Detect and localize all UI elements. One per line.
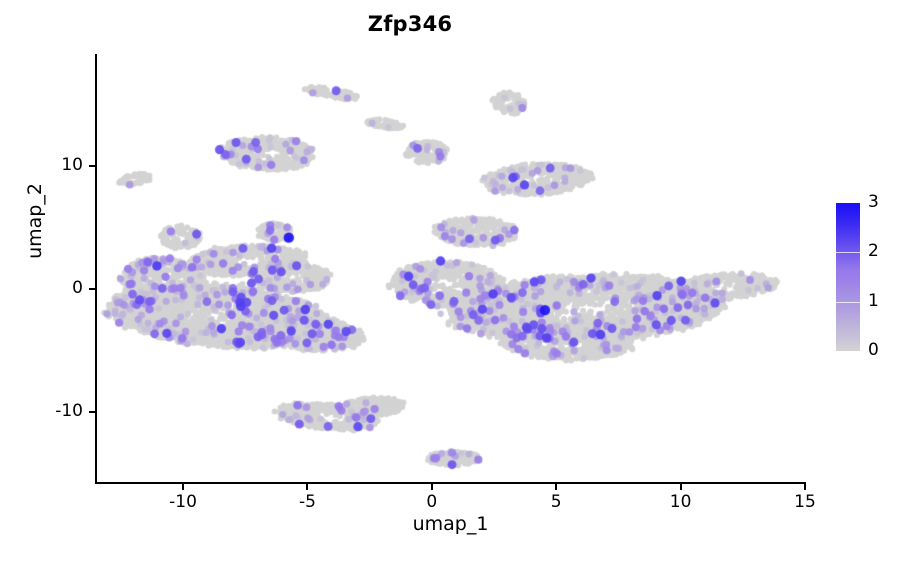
x-tick-mark: [679, 484, 682, 490]
x-axis-label: umap_1: [412, 513, 489, 535]
x-tick-mark: [306, 484, 309, 490]
colorbar-tick-label: 2: [868, 241, 879, 262]
x-tick-label: 10: [669, 492, 692, 512]
x-tick-mark: [182, 484, 185, 490]
y-tick-mark: [89, 410, 95, 413]
colorbar-tick-label: 3: [868, 192, 879, 212]
y-tick-label: 0: [72, 277, 83, 298]
x-tick-label: 0: [426, 492, 438, 512]
y-tick-mark: [89, 164, 95, 167]
x-tick-label: 5: [550, 492, 562, 512]
x-tick-mark: [555, 484, 558, 490]
y-tick-label: 10: [61, 154, 83, 175]
y-axis-label: umap_2: [24, 183, 46, 259]
y-axis-spine: [95, 54, 97, 484]
x-tick-label: -5: [298, 492, 316, 512]
colorbar: [836, 203, 860, 351]
colorbar-tick-mark: [836, 301, 860, 303]
plot-title: Zfp346: [367, 12, 453, 36]
scatter-points-canvas: [96, 55, 805, 483]
colorbar-gradient: [836, 203, 860, 351]
y-tick-mark: [89, 287, 95, 290]
colorbar-tick-label: 0: [868, 340, 879, 360]
colorbar-tick-label: 1: [868, 290, 879, 311]
x-tick-mark: [804, 484, 806, 490]
plot-area: [96, 55, 805, 483]
y-tick-label: -10: [55, 400, 83, 421]
x-tick-label: 15: [794, 492, 816, 512]
x-tick-mark: [430, 484, 433, 490]
x-tick-label: -10: [169, 492, 197, 512]
x-axis-spine: [95, 482, 806, 484]
colorbar-tick-mark: [836, 252, 860, 254]
